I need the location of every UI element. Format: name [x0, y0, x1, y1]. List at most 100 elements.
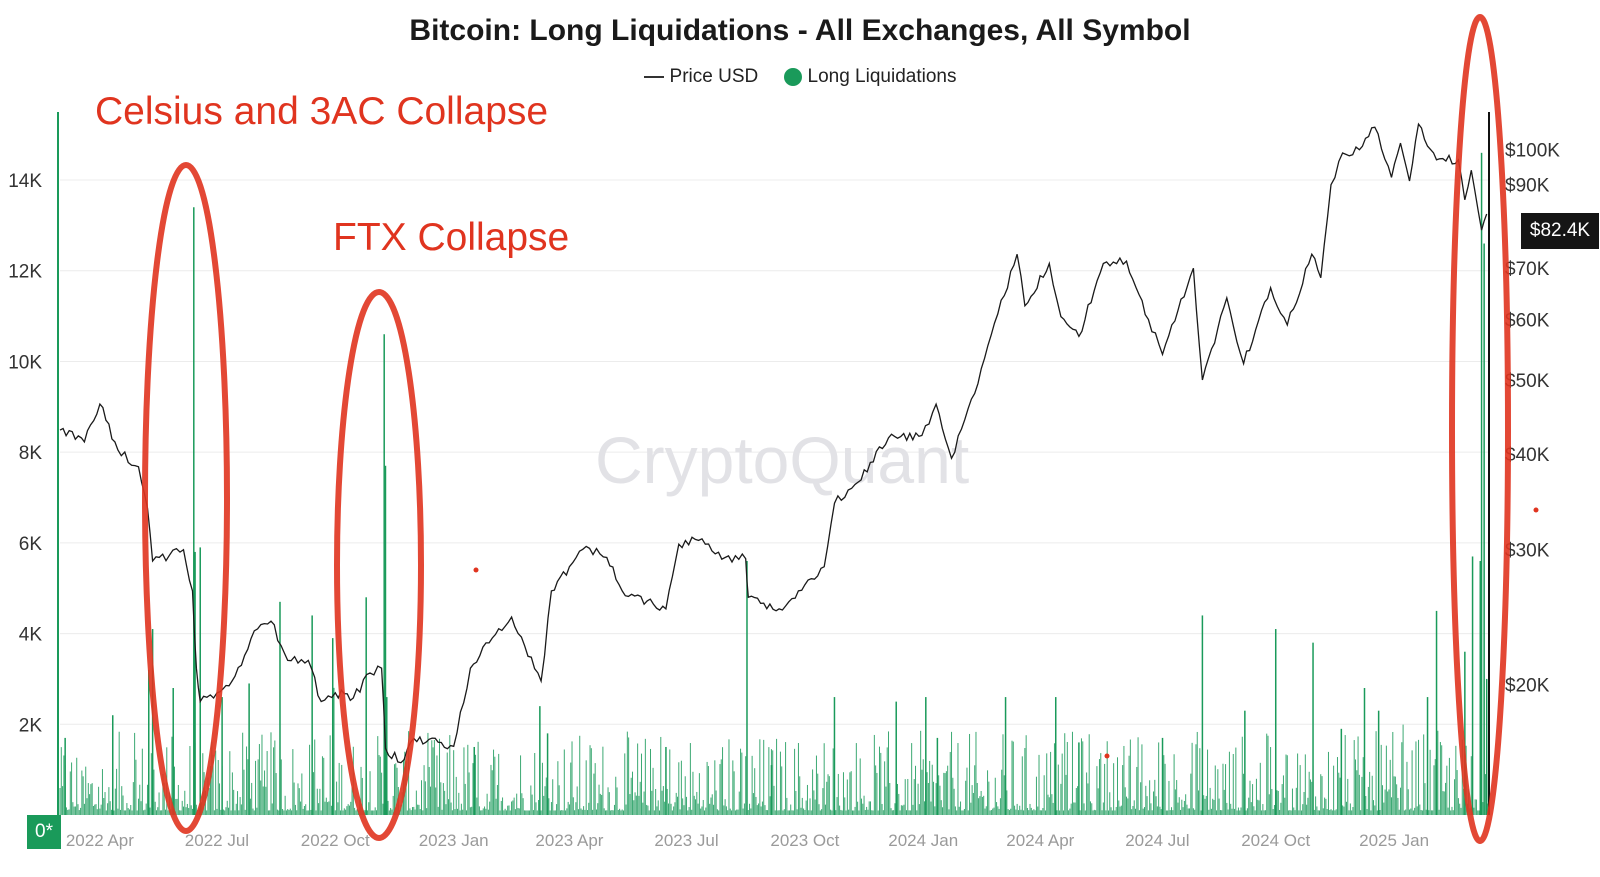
- liquidation-bar: [1306, 804, 1308, 815]
- zero-badge: 0*: [27, 815, 61, 849]
- liquidation-bar: [552, 779, 554, 815]
- annotation-dot: [1104, 753, 1110, 759]
- liquidation-bar: [761, 801, 763, 815]
- liquidation-bar: [758, 803, 760, 815]
- liquidation-bar: [1116, 757, 1118, 815]
- liquidation-bar: [725, 806, 727, 815]
- liquidation-bar: [1318, 810, 1320, 815]
- liquidation-bar: [783, 809, 785, 815]
- liquidation-bar: [1039, 810, 1041, 815]
- liquidation-bar: [202, 753, 204, 815]
- liquidation-bar: [942, 807, 944, 815]
- liquidation-bar: [558, 785, 560, 815]
- y-left-tick-label: 4K: [19, 625, 43, 646]
- liquidation-bar: [1361, 776, 1363, 815]
- liquidation-bar: [411, 807, 413, 815]
- liquidation-bar: [458, 792, 460, 815]
- liquidation-bar: [67, 809, 69, 815]
- liquidation-bar: [246, 746, 248, 815]
- liquidation-bar: [952, 777, 954, 815]
- liquidation-bar: [997, 806, 999, 815]
- liquidation-bar: [571, 741, 573, 815]
- liquidation-bar: [1074, 802, 1076, 815]
- liquidation-bar: [1409, 809, 1411, 815]
- liquidation-bar: [619, 808, 621, 815]
- liquidation-bar: [1344, 735, 1346, 815]
- liquidation-bar: [300, 801, 302, 815]
- liquidation-bar: [516, 793, 518, 815]
- liquidation-bar: [251, 782, 253, 815]
- liquidation-bar: [494, 756, 496, 815]
- liquidation-bar: [938, 775, 940, 815]
- liquidation-bar: [153, 769, 155, 815]
- liquidation-bar: [608, 792, 610, 815]
- liquidation-bar: [262, 786, 264, 815]
- liquidation-bar: [1082, 741, 1084, 815]
- liquidation-bar: [1002, 734, 1004, 815]
- liquidation-bar: [372, 810, 374, 815]
- liquidation-bar: [360, 766, 362, 815]
- liquidation-bar: [1138, 810, 1140, 815]
- liquidation-bar: [1001, 769, 1003, 815]
- liquidation-bar: [953, 788, 955, 815]
- liquidation-bar: [646, 804, 648, 815]
- liquidation-bar: [962, 810, 964, 815]
- liquidation-bar: [1286, 755, 1288, 815]
- liquidation-bar: [1243, 773, 1245, 815]
- liquidation-bar: [303, 805, 305, 815]
- x-tick-label: 2023 Jan: [419, 831, 489, 850]
- liquidation-bar: [1317, 810, 1319, 815]
- liquidation-bar: [159, 810, 161, 815]
- liquidation-bar: [73, 806, 75, 815]
- liquidation-bar: [302, 808, 304, 815]
- liquidation-spike-bar: [539, 706, 541, 815]
- liquidation-bar: [1172, 810, 1174, 815]
- liquidation-bar: [428, 766, 430, 815]
- liquidation-bar: [747, 810, 749, 815]
- liquidation-bar: [1213, 799, 1215, 815]
- liquidation-bar: [969, 733, 971, 815]
- liquidation-bar: [1189, 808, 1191, 815]
- liquidation-bar: [1421, 810, 1423, 815]
- liquidation-bar: [442, 783, 444, 815]
- liquidation-bar: [661, 790, 663, 815]
- liquidation-bar: [1264, 810, 1266, 815]
- liquidation-bar: [1168, 780, 1170, 815]
- liquidation-bar: [1437, 730, 1439, 815]
- liquidation-bar: [742, 808, 744, 815]
- liquidation-bar: [826, 781, 828, 815]
- liquidation-bar: [390, 808, 392, 815]
- legend-label-liquidations: Long Liquidations: [807, 66, 957, 87]
- liquidation-bar: [440, 782, 442, 815]
- liquidation-bar: [1007, 809, 1009, 815]
- liquidation-bar: [229, 751, 231, 815]
- liquidation-bar: [1194, 809, 1196, 815]
- grid-lines: [60, 179, 1488, 725]
- liquidation-bar: [1360, 810, 1362, 815]
- liquidation-bar: [507, 805, 509, 815]
- liquidation-bar: [1268, 794, 1270, 815]
- liquidation-bar: [702, 799, 704, 815]
- liquidation-bar: [1231, 808, 1233, 815]
- liquidation-bar: [1407, 789, 1409, 815]
- legend-item-price[interactable]: Price USD: [643, 66, 758, 88]
- liquidation-bar: [1412, 810, 1414, 815]
- liquidation-bar: [1104, 763, 1106, 815]
- liquidation-bar: [827, 774, 829, 815]
- liquidation-bar: [206, 810, 208, 815]
- legend-item-liquidations[interactable]: Long Liquidations: [783, 66, 957, 88]
- liquidation-bar: [1320, 774, 1322, 815]
- liquidation-bar: [765, 810, 767, 815]
- liquidation-bar: [183, 806, 185, 815]
- liquidation-bar: [630, 777, 632, 815]
- liquidation-bar: [1302, 804, 1304, 815]
- liquidation-bar: [499, 810, 501, 815]
- liquidation-bar: [1190, 773, 1192, 815]
- liquidation-bar: [1029, 803, 1031, 815]
- liquidation-bar: [1051, 794, 1053, 815]
- liquidation-bar: [740, 748, 742, 815]
- liquidation-bar: [1402, 724, 1404, 815]
- liquidation-bar: [1050, 751, 1052, 815]
- liquidation-bar: [885, 786, 887, 815]
- liquidation-spike-bar: [331, 638, 334, 815]
